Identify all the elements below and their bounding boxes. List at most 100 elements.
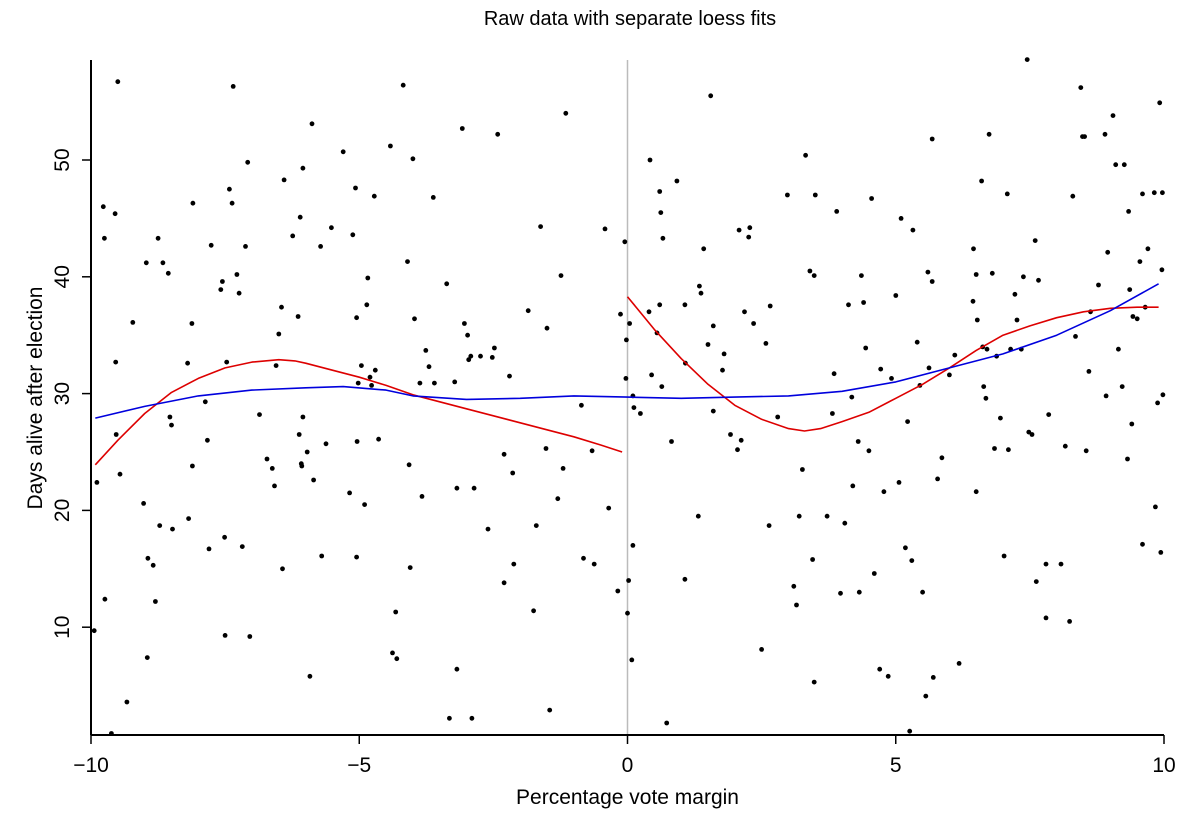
data-point [850,483,856,489]
data-point [708,93,714,99]
data-point [543,446,549,451]
data-point [222,633,228,638]
data-point [1096,282,1101,288]
data-point [478,353,483,359]
data-point [276,331,282,337]
data-point [300,414,306,420]
data-point [893,293,899,298]
data-point [218,287,224,292]
data-point [630,543,636,548]
data-point [102,235,107,241]
data-point [222,534,228,540]
y-tick-label: 10 [51,616,74,639]
data-point [983,395,989,401]
data-point [525,308,531,314]
x-tick-label: 5 [890,754,902,777]
data-point [925,269,931,275]
data-point [869,196,874,201]
data-point [229,200,235,206]
data-point [855,439,861,444]
data-point [318,244,323,249]
y-tick-label: 20 [51,499,74,522]
data-point [579,402,584,408]
data-point [1137,259,1143,264]
data-point [1004,191,1010,197]
data-point [354,554,359,560]
data-point [423,348,429,353]
data-point [100,204,106,210]
axes: −10 −5 0 5 10 10 20 30 40 50 [51,60,1176,777]
data-point [1129,421,1135,427]
data-point [979,178,984,184]
data-point [257,412,262,417]
data-point [1062,443,1068,449]
data-point [547,707,553,713]
data-point [462,321,467,326]
data-point [167,414,173,420]
data-point [660,235,666,241]
data-point [533,523,539,528]
data-point [720,367,725,373]
data-point [939,455,945,461]
data-point [165,270,171,276]
data-point [871,571,877,576]
chart-title: Raw data with separate loess fits [483,8,777,30]
data-point [766,523,772,528]
data-point [205,437,210,443]
data-point [846,302,851,308]
data-point [1043,561,1049,567]
data-point [113,432,119,437]
data-point [1110,113,1116,118]
data-point [929,279,935,284]
data-point [531,608,536,614]
data-point [811,273,817,278]
data-point [970,298,976,304]
data-point [145,555,151,561]
data-point [738,437,744,443]
data-point [155,235,161,241]
data-point [877,666,883,672]
data-point [763,341,769,346]
data-point [452,379,458,385]
data-point [889,376,894,381]
data-point [394,656,400,662]
data-point [91,628,97,634]
data-point [1070,193,1076,199]
data-point [296,432,302,437]
data-point [511,561,517,567]
data-point [824,513,830,519]
data-point [272,483,277,489]
data-point [974,317,980,323]
data-point [407,565,413,570]
data-point [674,178,680,184]
data-point [1125,456,1130,462]
data-point [367,374,373,380]
data-point [466,357,472,363]
data-point [735,447,740,453]
data-point [794,602,799,608]
loess-curve [95,283,1159,419]
data-point [1043,615,1049,621]
data-point [144,655,150,660]
data-point [1145,246,1151,252]
data-point [952,352,958,358]
data-point [618,311,623,317]
data-point [1158,550,1164,555]
data-point [947,372,952,378]
data-point [234,272,240,277]
scatter-points [91,57,1166,736]
data-point [606,505,612,511]
data-point [130,320,136,325]
data-point [881,489,887,495]
x-tick-label: 0 [622,754,634,777]
data-point [350,232,356,238]
data-point [796,513,802,519]
data-point [492,345,497,351]
data-point [94,480,100,485]
loess-curve [626,296,1159,432]
data-point [907,728,913,734]
data-point [909,558,915,563]
data-point [1157,100,1163,106]
x-tick-label: −10 [73,754,109,777]
data-point [785,192,790,198]
